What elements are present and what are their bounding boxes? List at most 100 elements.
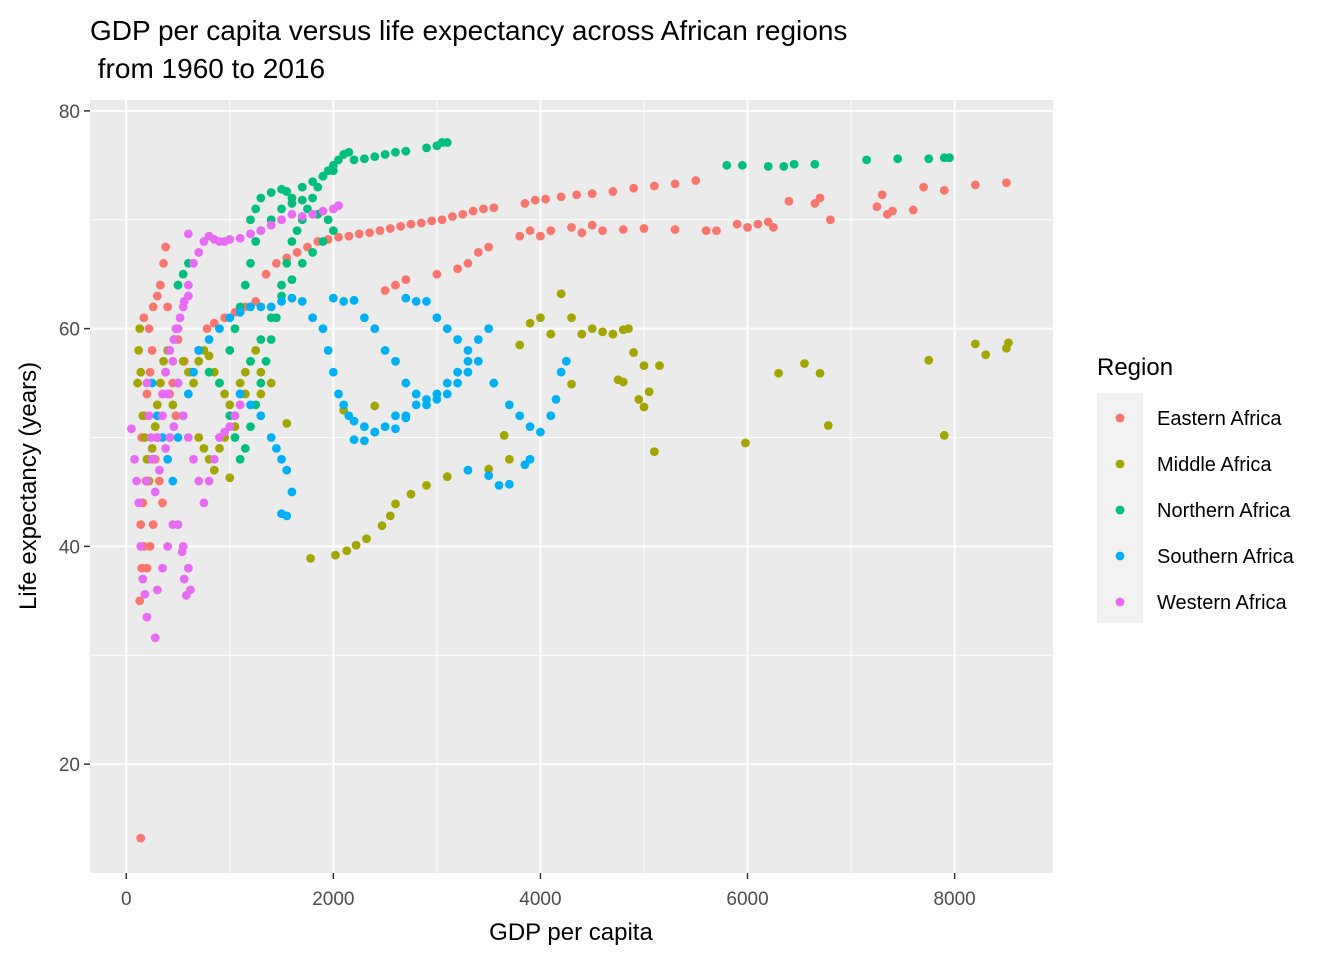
data-point-southern-africa [163, 454, 173, 464]
data-point-southern-africa [411, 297, 421, 306]
data-point-southern-africa [370, 324, 380, 334]
data-point-eastern-africa [142, 563, 152, 573]
data-point-northern-africa [380, 150, 390, 159]
data-point-southern-africa [411, 389, 421, 399]
data-point-southern-africa [328, 367, 338, 377]
data-point-western-africa [266, 220, 276, 230]
data-point-eastern-africa [458, 209, 468, 219]
series-southern-africa [147, 293, 571, 521]
data-point-western-africa [169, 335, 179, 344]
data-point-northern-africa [893, 154, 903, 164]
data-point-middle-africa [331, 550, 340, 560]
data-point-middle-africa [156, 378, 165, 388]
data-point-northern-africa [313, 182, 323, 192]
data-point-western-africa [161, 443, 170, 453]
data-point-eastern-africa [598, 226, 607, 236]
data-point-middle-africa [256, 389, 266, 399]
data-point-southern-africa [484, 324, 494, 334]
data-point-southern-africa [401, 293, 411, 303]
data-point-western-africa [132, 476, 141, 486]
data-point-middle-africa [624, 324, 633, 334]
data-point-southern-africa [246, 302, 255, 312]
data-point-eastern-africa [577, 228, 587, 238]
data-point-northern-africa [266, 313, 276, 323]
data-point-eastern-africa [732, 219, 742, 229]
data-point-middle-africa [536, 313, 545, 323]
data-point-eastern-africa [432, 269, 442, 279]
data-point-eastern-africa [484, 242, 494, 252]
data-point-northern-africa [722, 160, 732, 170]
data-point-eastern-africa [354, 229, 364, 239]
data-point-northern-africa [924, 154, 934, 164]
data-point-northern-africa [266, 188, 276, 197]
data-point-northern-africa [287, 237, 297, 246]
data-point-southern-africa [391, 424, 400, 434]
data-point-western-africa [142, 612, 152, 622]
data-point-eastern-africa [649, 181, 659, 191]
data-point-western-africa [150, 487, 160, 497]
data-point-middle-africa [209, 465, 219, 475]
data-point-eastern-africa [427, 216, 437, 226]
y-axis: 20 40 60 80 [59, 102, 90, 776]
data-point-southern-africa [266, 302, 276, 312]
data-point-northern-africa [810, 159, 820, 169]
data-point-middle-africa [225, 400, 235, 410]
data-point-southern-africa [561, 356, 571, 366]
data-point-middle-africa [385, 511, 395, 521]
x-tick-label: 6000 [726, 889, 768, 910]
data-point-northern-africa [215, 378, 224, 388]
data-point-eastern-africa [670, 179, 680, 189]
data-point-southern-africa [370, 427, 380, 437]
data-point-western-africa [152, 585, 162, 595]
data-point-southern-africa [360, 313, 369, 323]
data-point-northern-africa [360, 154, 369, 164]
data-point-northern-africa [763, 162, 773, 171]
legend-items: Eastern Africa Middle Africa Northern Afri… [1115, 408, 1295, 614]
data-point-southern-africa [401, 378, 411, 388]
data-point-southern-africa [349, 416, 359, 426]
data-point-northern-africa [318, 171, 328, 181]
data-point-northern-africa [334, 155, 343, 165]
data-point-northern-africa [277, 280, 286, 290]
data-point-southern-africa [494, 481, 504, 490]
data-point-southern-africa [484, 471, 494, 481]
data-point-middle-africa [577, 329, 587, 339]
data-point-western-africa [209, 454, 219, 464]
data-point-western-africa [194, 248, 204, 257]
data-point-middle-africa [970, 339, 980, 349]
data-point-northern-africa [256, 335, 266, 344]
data-point-northern-africa [246, 356, 255, 366]
data-point-northern-africa [308, 177, 318, 187]
data-point-eastern-africa [148, 302, 158, 312]
data-point-western-africa [142, 476, 152, 486]
data-point-southern-africa [194, 346, 204, 355]
data-point-southern-africa [271, 443, 281, 453]
data-point-southern-africa [328, 293, 338, 303]
data-point-eastern-africa [385, 224, 395, 233]
data-point-southern-africa [235, 307, 245, 317]
data-point-western-africa [297, 212, 307, 221]
x-axis-title: GDP per capita [489, 919, 653, 946]
data-point-western-africa [334, 201, 343, 211]
data-point-western-africa [235, 233, 245, 243]
data-point-middle-africa [618, 377, 628, 387]
data-point-eastern-africa [815, 193, 825, 203]
data-point-northern-africa [391, 147, 400, 157]
data-point-northern-africa [282, 258, 292, 268]
data-point-western-africa [183, 229, 193, 239]
data-point-southern-africa [380, 346, 390, 355]
data-point-western-africa [181, 590, 191, 600]
data-point-western-africa [220, 427, 230, 437]
data-point-middle-africa [204, 351, 214, 361]
data-point-western-africa [177, 547, 187, 557]
data-point-southern-africa [323, 346, 333, 355]
data-point-eastern-africa [147, 346, 157, 355]
data-point-southern-africa [318, 324, 328, 334]
legend-key-eastern-africa [1115, 413, 1125, 423]
data-point-southern-africa [453, 335, 462, 344]
data-point-northern-africa [292, 226, 302, 236]
data-point-eastern-africa [380, 286, 390, 295]
data-point-western-africa [256, 226, 266, 236]
data-point-western-africa [183, 291, 193, 301]
data-point-eastern-africa [556, 192, 566, 202]
